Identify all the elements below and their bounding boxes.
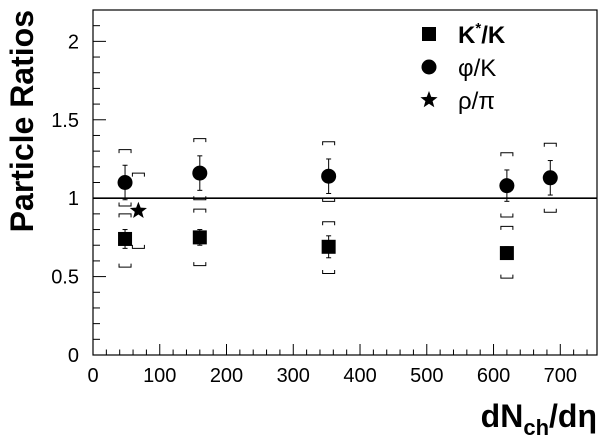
systematic-bracket	[118, 263, 132, 268]
plot-frame	[92, 9, 598, 356]
x-tick-label: 400	[343, 365, 376, 387]
systematic-bracket	[500, 274, 514, 279]
star-marker	[129, 201, 147, 219]
x-axis-title-sub: ch	[523, 415, 549, 439]
x-tick-label: 500	[410, 365, 443, 387]
x-tick-label: 600	[477, 365, 510, 387]
x-axis-title-main: dN	[481, 398, 524, 434]
systematic-bracket	[118, 149, 132, 154]
square-marker	[118, 231, 133, 246]
legend-circle-marker	[421, 59, 437, 75]
systematic-bracket	[131, 172, 145, 177]
x-tick-label: 200	[210, 365, 243, 387]
circle-marker	[542, 170, 558, 186]
systematic-bracket	[322, 197, 336, 202]
y-axis-title: Particle Ratios	[4, 10, 40, 232]
systematic-bracket	[322, 141, 336, 146]
x-axis-title-tail: /dη	[549, 398, 597, 434]
systematic-bracket	[193, 196, 207, 201]
systematic-bracket	[193, 208, 207, 213]
legend-label: φ/K	[458, 55, 496, 82]
circle-marker	[321, 168, 337, 184]
x-tick-label: 700	[544, 365, 577, 387]
systematic-bracket	[322, 269, 336, 274]
legend-square-marker	[422, 27, 436, 41]
x-tick-label: 300	[277, 365, 310, 387]
axes-group: 0 100 200 300 400 500 600 700 0 0.5 1 1.5 2	[51, 25, 588, 387]
legend-label-tail: /K	[481, 22, 506, 49]
legend-star-marker	[420, 91, 438, 108]
data-group	[93, 138, 597, 279]
legend-label-sup: *	[475, 20, 481, 37]
systematic-bracket	[118, 213, 132, 218]
y-tick-label: 0	[68, 345, 79, 367]
systematic-bracket	[500, 213, 514, 218]
square-marker	[499, 246, 514, 261]
y-tick-label: 2	[68, 31, 79, 53]
legend: K*/K φ/K ρ/π	[420, 20, 506, 115]
square-marker	[192, 230, 207, 245]
systematic-bracket	[500, 225, 514, 230]
legend-label-main: K	[458, 22, 476, 49]
circle-marker	[192, 165, 208, 181]
legend-label: ρ/π	[458, 88, 495, 115]
systematic-bracket	[500, 152, 514, 157]
systematic-bracket	[118, 202, 132, 207]
systematic-bracket	[322, 221, 336, 226]
systematic-bracket	[193, 262, 207, 267]
x-axis-title: dNch/dη	[481, 398, 597, 439]
x-tick-label: 100	[143, 365, 176, 387]
systematic-bracket	[543, 208, 557, 213]
circle-marker	[499, 178, 515, 194]
systematic-bracket	[543, 142, 557, 147]
y-tick-label: 1	[68, 188, 79, 210]
circle-marker	[117, 175, 133, 190]
square-marker	[321, 239, 336, 254]
x-tick-label: 0	[87, 365, 98, 387]
legend-label: K*/K	[458, 20, 506, 49]
systematic-bracket	[131, 244, 145, 249]
y-tick-label: 0.5	[51, 267, 79, 289]
systematic-bracket	[193, 138, 207, 143]
y-tick-label: 1.5	[51, 110, 79, 132]
